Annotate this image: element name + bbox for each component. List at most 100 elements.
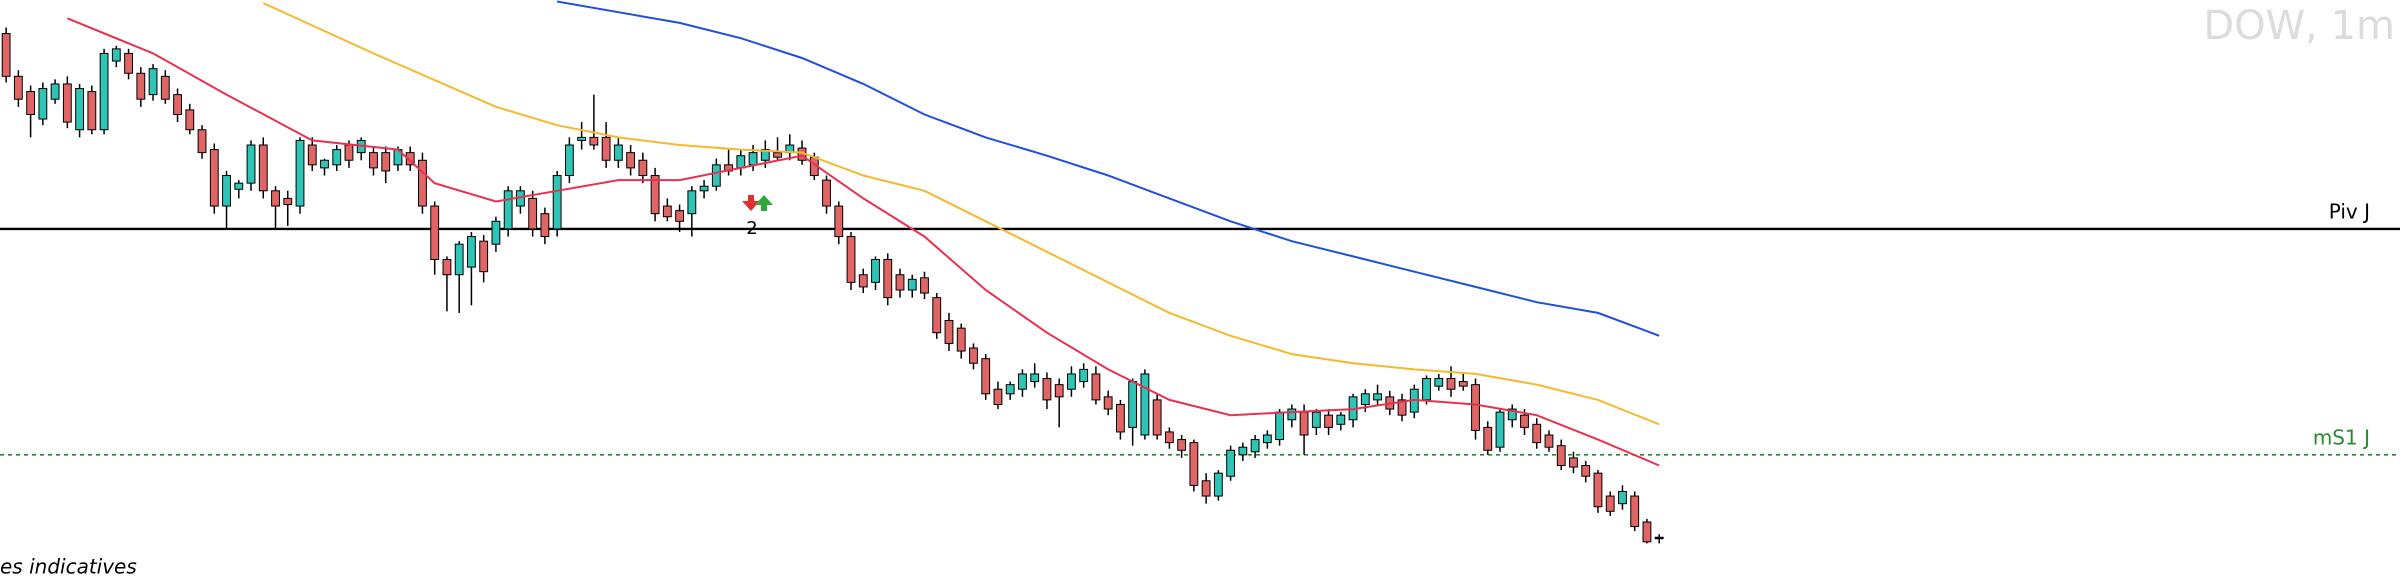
candle-body: [209, 149, 219, 207]
candle-body: [699, 185, 709, 192]
candle-body: [993, 388, 1003, 405]
moving-average: [556, 0, 1660, 337]
candle-body: [1507, 408, 1517, 421]
candle-body: [1201, 480, 1211, 497]
footer-note: es indicatives: [0, 555, 137, 579]
candle-body: [26, 91, 36, 115]
candle-body: [577, 136, 587, 141]
candle-body: [1152, 399, 1162, 436]
candle-body: [258, 144, 268, 192]
candle-body: [197, 129, 207, 154]
candle-body: [920, 277, 929, 294]
candle-body: [234, 182, 244, 190]
candle-body: [773, 152, 782, 158]
candle-body: [405, 152, 415, 166]
candle-body: [111, 48, 121, 62]
candle-body: [932, 297, 942, 334]
candle-body: [369, 152, 378, 169]
candle-body: [62, 83, 72, 123]
candle-body: [1446, 378, 1456, 390]
candle-body: [246, 144, 256, 184]
candle-body: [430, 205, 440, 260]
candle-body: [1079, 368, 1089, 383]
signal-arrows: 2: [742, 195, 773, 239]
candle-body: [944, 320, 954, 344]
candle-body: [1299, 411, 1309, 436]
candle-body: [638, 159, 648, 177]
candle-body: [601, 136, 611, 161]
candle-body: [185, 109, 195, 131]
candle-body: [1336, 414, 1346, 425]
candle-body: [613, 144, 623, 161]
candle-body: [1360, 393, 1370, 405]
candle-body: [1593, 472, 1603, 508]
candle-body: [1115, 403, 1125, 433]
candle-body: [173, 94, 182, 115]
candle-body: [1458, 381, 1468, 387]
candle-body: [320, 159, 329, 169]
candle-body: [1250, 439, 1260, 453]
candle-body: [1581, 465, 1591, 477]
candle-body: [222, 175, 231, 207]
candle-body: [38, 88, 48, 120]
candle-body: [907, 278, 917, 291]
candle-body: [1238, 446, 1248, 456]
candle-body: [834, 205, 844, 238]
candle-body: [552, 175, 562, 230]
candle-body: [871, 258, 880, 283]
candle-body: [1654, 536, 1664, 540]
candle-body: [1103, 396, 1113, 410]
candle-body: [1642, 521, 1652, 543]
candle-body: [1030, 373, 1040, 383]
candle-body: [1373, 393, 1382, 401]
candle-body: [491, 220, 501, 245]
candle-body: [895, 274, 905, 291]
watermark: DOW, 1m: [2203, 3, 2395, 49]
candle-body: [883, 258, 893, 299]
candle-body: [1189, 442, 1199, 486]
candle-body: [160, 75, 170, 100]
candle-body: [136, 72, 146, 100]
candle-body: [1067, 373, 1076, 390]
candle-body: [1495, 411, 1505, 448]
candle-body: [846, 236, 856, 283]
candle-body: [13, 75, 23, 100]
candle-body: [1324, 414, 1333, 428]
moving-average: [262, 2, 1660, 426]
candle-body: [675, 210, 685, 222]
candle-body: [1556, 445, 1566, 467]
candle-body: [1213, 472, 1223, 497]
candle-body: [1520, 414, 1529, 428]
candle-body: [467, 236, 476, 268]
candle-body: [956, 327, 966, 352]
candle-body: [271, 190, 280, 207]
candle-body: [687, 190, 697, 215]
candle-body: [858, 274, 868, 288]
candle-body: [1630, 495, 1640, 528]
candle-body: [381, 152, 391, 172]
candle-body: [1164, 431, 1174, 444]
candle-body: [307, 144, 317, 166]
candle-body: [1397, 399, 1407, 416]
level-label: Piv J: [2329, 199, 2370, 223]
candle-body: [454, 243, 464, 276]
candle-body: [148, 68, 158, 96]
candle-body: [1140, 373, 1150, 436]
candle-body: [1018, 373, 1027, 390]
candle-body: [332, 149, 342, 166]
candle-body: [540, 213, 550, 238]
candle-body: [1091, 373, 1101, 401]
level-label: mS1 J: [2313, 425, 2370, 449]
candle-body: [662, 205, 672, 218]
candle-body: [1128, 381, 1138, 428]
candle-body: [1177, 439, 1187, 451]
candle-body: [479, 240, 489, 273]
candle-body: [1544, 434, 1554, 448]
candle-body: [1434, 378, 1444, 387]
candle-body: [344, 144, 354, 161]
candle-body: [711, 164, 721, 187]
candle-body: [626, 152, 636, 169]
candle-body: [1226, 449, 1236, 477]
candle-body: [1054, 384, 1064, 398]
plot: Piv J mS1 J: [0, 0, 2400, 544]
